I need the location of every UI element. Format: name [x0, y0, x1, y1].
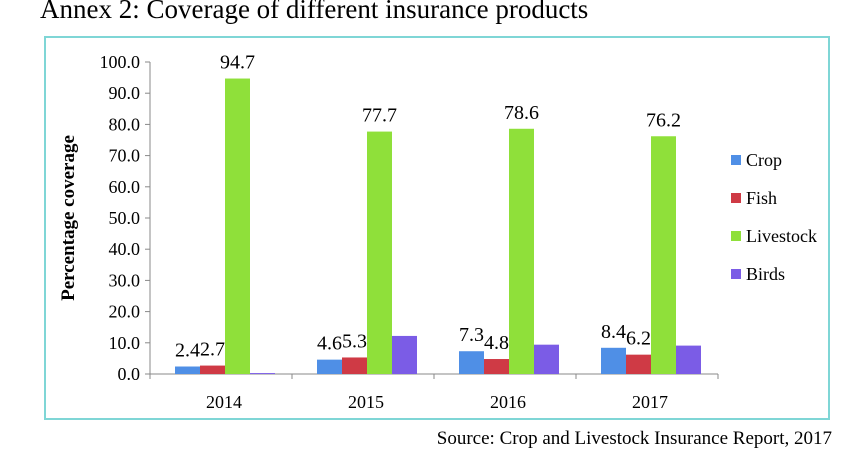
- data-label: 6.2: [626, 328, 651, 350]
- bar-fish-2017: [626, 354, 651, 374]
- x-tick-label: 2016: [490, 392, 526, 412]
- bar-crop-2016: [459, 351, 484, 374]
- x-tick-label: 2017: [632, 392, 668, 412]
- data-label: 94.7: [220, 52, 255, 74]
- bar-crop-2014: [175, 366, 200, 374]
- data-label: 4.8: [484, 332, 509, 354]
- y-tick-label: 80.0: [109, 114, 141, 134]
- bar-crop-2017: [601, 347, 626, 374]
- axes: 0.0 10.0 20.0 30.0 40.0 50.0 60.0 70.0 80.0 90.0 1…: [100, 52, 719, 412]
- legend-swatch-birds: [731, 269, 741, 279]
- bar-livestock-2017: [651, 136, 676, 374]
- y-tick-label: 70.0: [109, 146, 141, 166]
- chart-frame: 0.0 10.0 20.0 30.0 40.0 50.0 60.0 70.0 80.0 90.0 1…: [44, 36, 830, 420]
- y-tick-label: 40.0: [109, 239, 141, 259]
- bar-livestock-2015: [367, 131, 392, 374]
- data-label: 2.4: [175, 340, 200, 362]
- bar-livestock-2014: [225, 78, 250, 374]
- data-label: 5.3: [342, 330, 367, 352]
- legend: Crop Fish Livestock Birds: [731, 150, 817, 284]
- y-tick-label: 50.0: [109, 208, 141, 228]
- y-tick-label: 20.0: [109, 302, 141, 322]
- bar-birds-2014: [250, 373, 275, 374]
- bars: [175, 78, 701, 374]
- data-label: 76.2: [646, 109, 681, 131]
- bar-fish-2016: [484, 359, 509, 374]
- chart-title: Annex 2: Coverage of different insurance…: [40, 0, 589, 24]
- y-axis-label: Percentage coverage: [58, 135, 79, 301]
- data-label: 78.6: [504, 102, 539, 124]
- bar-fish-2015: [342, 357, 367, 374]
- legend-label-livestock: Livestock: [746, 226, 817, 246]
- y-tick-label: 100.0: [100, 52, 141, 72]
- bar-fish-2014: [200, 365, 225, 374]
- x-tick-label: 2014: [206, 392, 242, 412]
- data-label: 4.6: [317, 333, 342, 355]
- y-tick-label: 60.0: [109, 177, 141, 197]
- bar-livestock-2016: [509, 128, 534, 374]
- bar-birds-2016: [534, 344, 559, 374]
- legend-label-fish: Fish: [746, 188, 777, 208]
- bar-birds-2017: [676, 345, 701, 374]
- legend-label-crop: Crop: [746, 150, 782, 170]
- legend-swatch-fish: [731, 193, 741, 203]
- bar-birds-2015: [392, 335, 417, 374]
- data-labels: 2.4 4.6 7.3 8.4 2.7 5.3 4.8 6.2 94.7 77.7 78.6 76.2: [175, 52, 681, 362]
- bar-chart: 0.0 10.0 20.0 30.0 40.0 50.0 60.0 70.0 80.0 90.0 1…: [58, 52, 817, 412]
- legend-swatch-crop: [731, 155, 741, 165]
- data-label: 77.7: [362, 105, 397, 127]
- y-tick-label: 30.0: [109, 270, 141, 290]
- data-label: 2.7: [200, 339, 225, 361]
- y-tick-label: 90.0: [109, 83, 141, 103]
- source-note: Source: Crop and Livestock Insurance Rep…: [436, 428, 832, 449]
- bar-crop-2015: [317, 359, 342, 374]
- legend-swatch-livestock: [731, 231, 741, 241]
- y-tick-label: 10.0: [109, 333, 141, 353]
- x-tick-label: 2015: [348, 392, 384, 412]
- data-label: 7.3: [459, 324, 484, 346]
- data-label: 8.4: [601, 321, 626, 343]
- y-tick-label: 0.0: [118, 364, 141, 384]
- legend-label-birds: Birds: [746, 264, 785, 284]
